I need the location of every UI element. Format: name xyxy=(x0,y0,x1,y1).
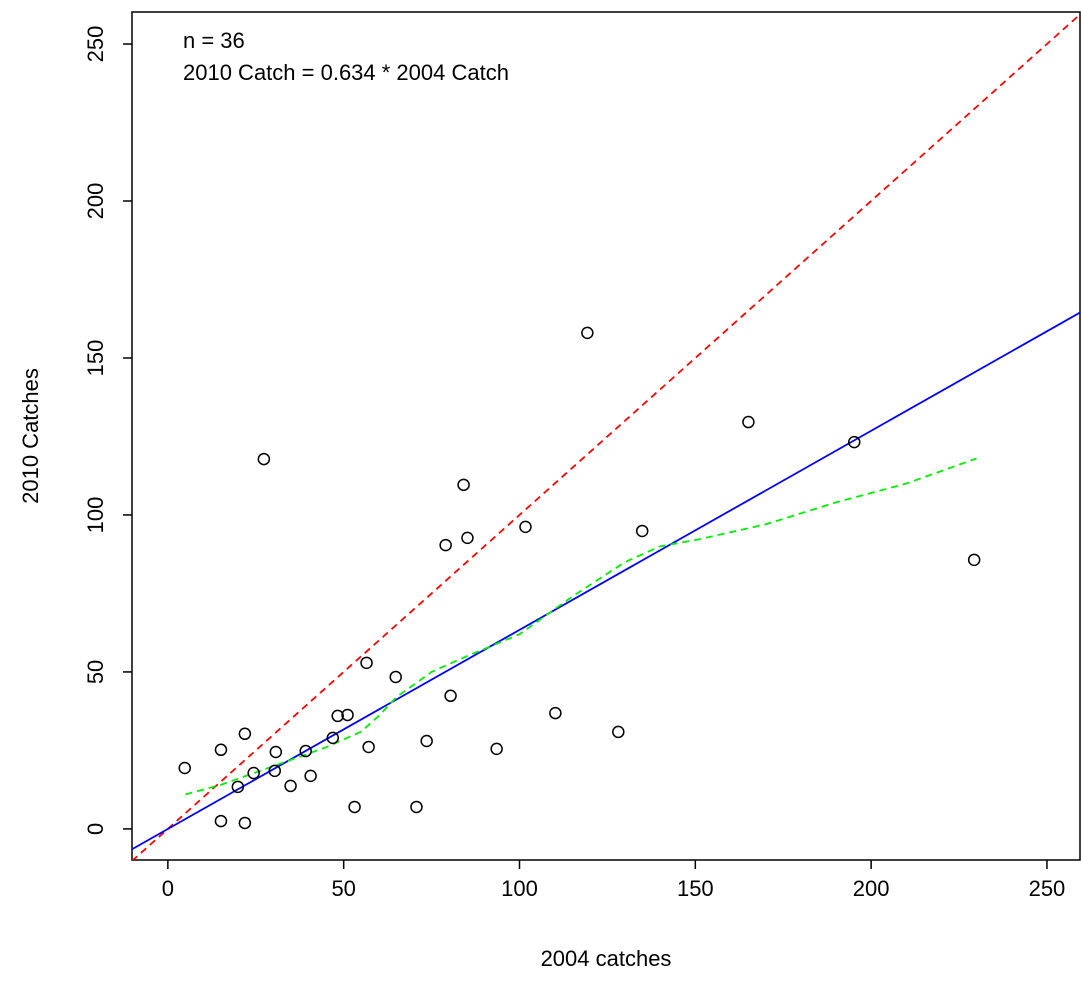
x-tick-label: 100 xyxy=(501,876,538,901)
point xyxy=(519,520,532,534)
point xyxy=(549,706,562,720)
annotation: 2010 Catch = 0.634 * 2004 Catch xyxy=(183,60,509,85)
point xyxy=(348,800,361,814)
annotation: n = 36 xyxy=(183,28,245,53)
fit-line xyxy=(132,13,1080,860)
point xyxy=(490,742,503,756)
point xyxy=(389,670,402,684)
point xyxy=(967,553,981,567)
x-tick-label: 200 xyxy=(853,876,890,901)
point xyxy=(742,415,755,429)
point xyxy=(257,452,271,466)
point xyxy=(457,478,470,492)
point xyxy=(269,745,283,759)
point xyxy=(247,766,260,780)
point xyxy=(268,764,282,778)
point xyxy=(362,740,375,754)
point xyxy=(410,800,423,814)
plot-frame xyxy=(131,11,1081,861)
fit-line xyxy=(132,311,1080,851)
plot-area xyxy=(132,13,1080,860)
y-tick-label: 50 xyxy=(83,660,108,684)
y-tick-label: 0 xyxy=(83,823,108,835)
x-tick-label: 250 xyxy=(1029,876,1066,901)
point xyxy=(461,531,474,545)
point xyxy=(299,744,312,758)
point xyxy=(444,689,457,703)
point xyxy=(238,816,252,830)
point xyxy=(439,538,452,552)
point xyxy=(326,731,340,745)
x-tick-label: 0 xyxy=(162,876,174,901)
point xyxy=(331,709,344,723)
y-axis-title: 2010 Catches xyxy=(18,368,43,504)
point xyxy=(214,814,228,828)
fit-line xyxy=(185,457,977,796)
point xyxy=(178,761,191,775)
point xyxy=(238,727,252,741)
x-tick-label: 150 xyxy=(677,876,714,901)
point xyxy=(420,734,433,748)
x-axis-title: 2004 catches xyxy=(541,946,672,971)
y-tick-label: 150 xyxy=(83,340,108,377)
point xyxy=(304,769,317,783)
point xyxy=(581,326,594,340)
point xyxy=(612,725,625,739)
point xyxy=(848,435,861,449)
y-tick-label: 100 xyxy=(83,497,108,534)
point xyxy=(284,779,297,793)
point xyxy=(214,743,228,757)
y-tick-label: 250 xyxy=(83,26,108,63)
y-tick-label: 200 xyxy=(83,183,108,220)
point xyxy=(231,780,245,794)
point xyxy=(341,708,354,722)
point xyxy=(635,524,649,538)
point xyxy=(360,656,373,670)
x-tick-label: 50 xyxy=(331,876,355,901)
